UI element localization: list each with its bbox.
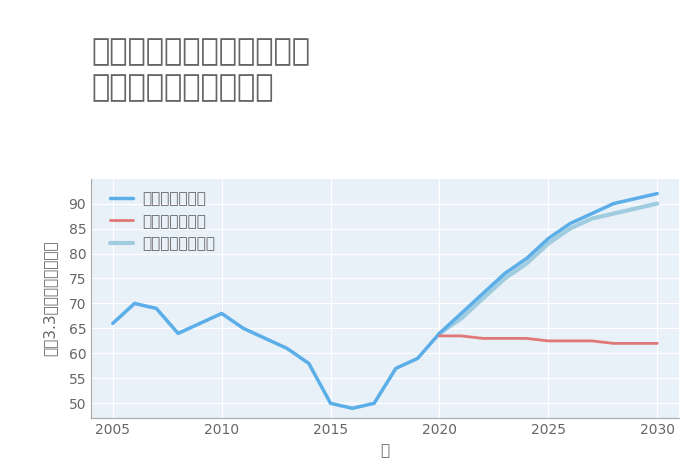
Text: 岐阜県土岐市土岐口中町の
中古戸建ての価格推移: 岐阜県土岐市土岐口中町の 中古戸建ての価格推移 xyxy=(91,38,310,102)
ノーマルシナリオ xyxy=(610,211,618,216)
バッドシナリオ xyxy=(522,336,531,341)
ノーマルシナリオ xyxy=(631,206,640,212)
バッドシナリオ xyxy=(479,336,487,341)
バッドシナリオ xyxy=(544,338,552,344)
グッドシナリオ xyxy=(588,211,596,216)
ノーマルシナリオ xyxy=(522,261,531,266)
グッドシナリオ xyxy=(392,366,400,371)
Legend: グッドシナリオ, バッドシナリオ, ノーマルシナリオ: グッドシナリオ, バッドシナリオ, ノーマルシナリオ xyxy=(111,191,216,251)
バッドシナリオ xyxy=(435,333,444,339)
グッドシナリオ xyxy=(196,321,204,326)
グッドシナリオ xyxy=(370,400,378,406)
グッドシナリオ xyxy=(283,345,291,351)
グッドシナリオ xyxy=(326,400,335,406)
ノーマルシナリオ xyxy=(566,226,574,231)
バッドシナリオ xyxy=(610,341,618,346)
ノーマルシナリオ xyxy=(479,296,487,301)
グッドシナリオ xyxy=(653,191,662,196)
Line: ノーマルシナリオ: ノーマルシナリオ xyxy=(440,204,657,333)
グッドシナリオ xyxy=(174,330,182,336)
バッドシナリオ xyxy=(500,336,509,341)
グッドシナリオ xyxy=(631,196,640,202)
ノーマルシナリオ xyxy=(653,201,662,206)
Y-axis label: 坪（3.3㎡）単価（万円）: 坪（3.3㎡）単価（万円） xyxy=(43,241,57,356)
ノーマルシナリオ xyxy=(588,216,596,221)
バッドシナリオ xyxy=(566,338,574,344)
グッドシナリオ xyxy=(500,271,509,276)
グッドシナリオ xyxy=(108,321,117,326)
バッドシナリオ xyxy=(653,341,662,346)
グッドシナリオ xyxy=(218,311,226,316)
X-axis label: 年: 年 xyxy=(380,443,390,458)
グッドシナリオ xyxy=(479,290,487,296)
Line: グッドシナリオ: グッドシナリオ xyxy=(113,194,657,408)
グッドシナリオ xyxy=(304,360,313,366)
グッドシナリオ xyxy=(566,221,574,227)
グッドシナリオ xyxy=(152,306,160,311)
ノーマルシナリオ xyxy=(435,330,444,336)
グッドシナリオ xyxy=(544,236,552,242)
バッドシナリオ xyxy=(631,341,640,346)
グッドシナリオ xyxy=(435,330,444,336)
グッドシナリオ xyxy=(348,406,356,411)
グッドシナリオ xyxy=(522,256,531,261)
バッドシナリオ xyxy=(588,338,596,344)
ノーマルシナリオ xyxy=(500,275,509,281)
グッドシナリオ xyxy=(610,201,618,206)
ノーマルシナリオ xyxy=(457,316,466,321)
バッドシナリオ xyxy=(457,333,466,339)
グッドシナリオ xyxy=(261,336,270,341)
Line: バッドシナリオ: バッドシナリオ xyxy=(440,336,657,344)
ノーマルシナリオ xyxy=(544,241,552,246)
グッドシナリオ xyxy=(239,326,248,331)
グッドシナリオ xyxy=(414,356,422,361)
グッドシナリオ xyxy=(457,311,466,316)
グッドシナリオ xyxy=(130,301,139,306)
